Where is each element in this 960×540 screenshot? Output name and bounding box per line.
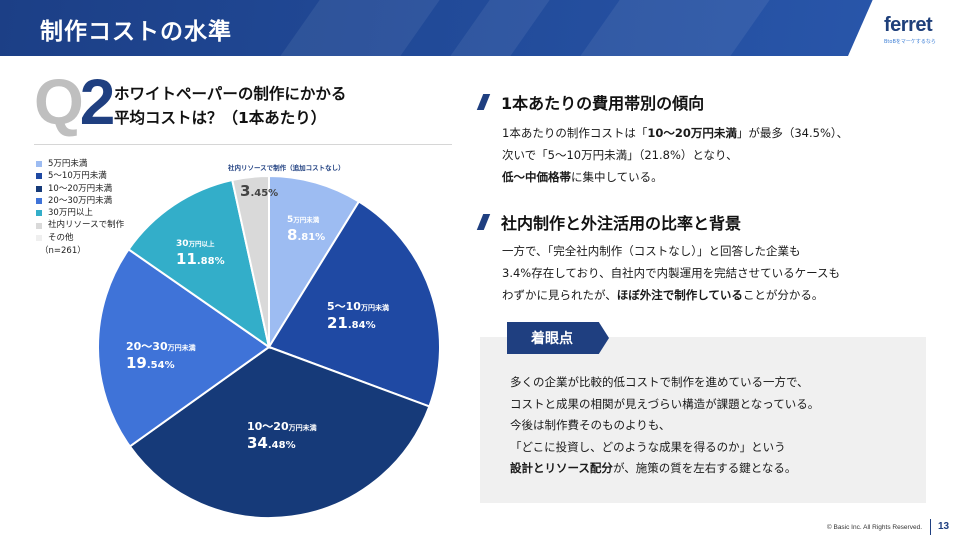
- legend-label: 30万円以上: [48, 208, 93, 219]
- legend-swatch: [36, 161, 42, 168]
- pie-slice: [268, 174, 361, 351]
- section-heading: 1本あたりの費用帯別の傾向: [476, 90, 705, 114]
- legend-label: 20～30万円未満: [48, 195, 113, 206]
- legend-swatch: [36, 185, 42, 192]
- legend-item: 20～30万円未満: [36, 195, 124, 207]
- legend-item: 30万円以上: [36, 207, 124, 219]
- legend-swatch: [36, 222, 42, 229]
- text-line: 3.4%存在しており、自社内で内製運用を完結させているケースも: [502, 266, 840, 280]
- legend-label: 5万円未満: [48, 159, 88, 169]
- legend-item: 5万円未満: [36, 158, 124, 170]
- insight-box: [480, 337, 926, 503]
- slice-value-label: 8.81%: [287, 226, 325, 244]
- footer-divider: [930, 519, 931, 535]
- slice-value-label: 34.48%: [247, 434, 296, 452]
- legend-item: 10～20万円未満: [36, 183, 124, 195]
- question-line-2: 平均コストは？（1本あたり）: [114, 109, 327, 127]
- logo-tagline: BtoBをマーケするなら: [884, 39, 936, 45]
- legend-swatch: [36, 198, 42, 205]
- slice-value-label: 19.54%: [126, 354, 175, 372]
- chart-legend: 5万円未満 5～10万円未満 10～20万円未満 20～30万円未満 30万円以…: [36, 158, 124, 257]
- text-line: 低～中価格帯に集中している。: [502, 170, 663, 184]
- text-line: 多くの企業が比較的低コストで制作を進めている一方で、: [510, 375, 809, 389]
- q-digit: 2: [79, 66, 116, 138]
- q-letter: Q: [34, 66, 84, 138]
- slice-value-label: 3.45%: [240, 182, 278, 200]
- callout-label: 社内リソースで制作（追加コストなし）: [228, 163, 345, 172]
- question-line-1: ホワイトペーパーの制作にかかる: [114, 85, 347, 103]
- legend-label: 10～20万円未満: [48, 183, 113, 194]
- legend-item: 5～10万円未満: [36, 170, 124, 182]
- text-line: わずかに見られたが、ほぼ外注で制作していることが分かる。: [502, 288, 824, 302]
- slice-label: 3.45%: [240, 182, 278, 200]
- legend-item: その他: [36, 232, 124, 244]
- legend-swatch: [36, 234, 42, 241]
- legend-item: 社内リソースで制作: [36, 219, 124, 231]
- slice-value-label: 11.88%: [176, 250, 225, 268]
- pie-slice: [231, 174, 270, 348]
- copyright: © Basic Inc. All Rights Reserved.: [826, 524, 922, 531]
- slice-category-label: 5万円未満: [287, 215, 320, 225]
- legend-label: その他: [48, 232, 74, 243]
- text-line: 1本あたりの制作コストは「10～20万円未満」が最多（34.5%）、: [502, 126, 849, 140]
- page-title: 制作コストの水準: [40, 19, 232, 45]
- slice-category-label: 10～20万円未満: [247, 420, 317, 433]
- question-text: ホワイトペーパーの制作にかかる 平均コストは？（1本あたり）: [114, 82, 346, 130]
- text-line: 今後は制作費そのものよりも、: [510, 418, 671, 432]
- text-line: 「どこに投資し、どのような成果を得るのか」という: [510, 439, 786, 454]
- ferret-logo: ferret: [884, 14, 933, 36]
- divider: [34, 144, 452, 145]
- text-line: コストと成果の相関が見えづらい構造が課題となっている。: [510, 396, 820, 411]
- text-line: 次いで「5～10万円未満」（21.8%）となり、: [502, 148, 738, 162]
- section-body: 一方で、「完全社内制作（コストなし）」と回答した企業も 3.4%存在しており、自…: [502, 240, 840, 306]
- header-bar: 制作コストの水準 ferret BtoBをマーケするなら: [0, 0, 960, 56]
- text-line: 設計とリソース配分が、施策の質を左右する鍵となる。: [510, 461, 797, 475]
- pie-slice: [267, 200, 441, 408]
- sample-size: （n=261）: [40, 246, 86, 257]
- legend-label: 社内リソースで制作: [48, 220, 125, 231]
- question-number: Q2: [34, 70, 115, 134]
- slice-category-label: 5～10万円未満: [327, 300, 389, 313]
- slice-category-label: 20～30万円未満: [126, 340, 196, 353]
- page-number: 13: [938, 521, 950, 532]
- legend-label: 5～10万円未満: [48, 171, 107, 182]
- section-body: 1本あたりの制作コストは「10～20万円未満」が最多（34.5%）、 次いで「5…: [502, 122, 848, 188]
- pie-slice: [128, 345, 431, 520]
- insight-tag: 着眼点: [507, 322, 609, 354]
- section-heading: 社内制作と外注活用の比率と背景: [476, 210, 742, 234]
- slice-category-label: 30万円以上: [176, 239, 215, 249]
- section-heading-text: 社内制作と外注活用の比率と背景: [501, 214, 742, 233]
- slice-value-label: 21.84%: [327, 314, 376, 332]
- section-heading-text: 1本あたりの費用帯別の傾向: [501, 94, 705, 113]
- pie-slice: [97, 247, 271, 448]
- legend-swatch: [36, 173, 42, 180]
- pie-slice: [127, 178, 271, 350]
- text-line: 一方で、「完全社内制作（コストなし）」と回答した企業も: [502, 244, 801, 258]
- insight-text: 多くの企業が比較的低コストで制作を進めている一方で、 コストと成果の相関が見えづ…: [510, 372, 819, 480]
- legend-swatch: [36, 210, 42, 217]
